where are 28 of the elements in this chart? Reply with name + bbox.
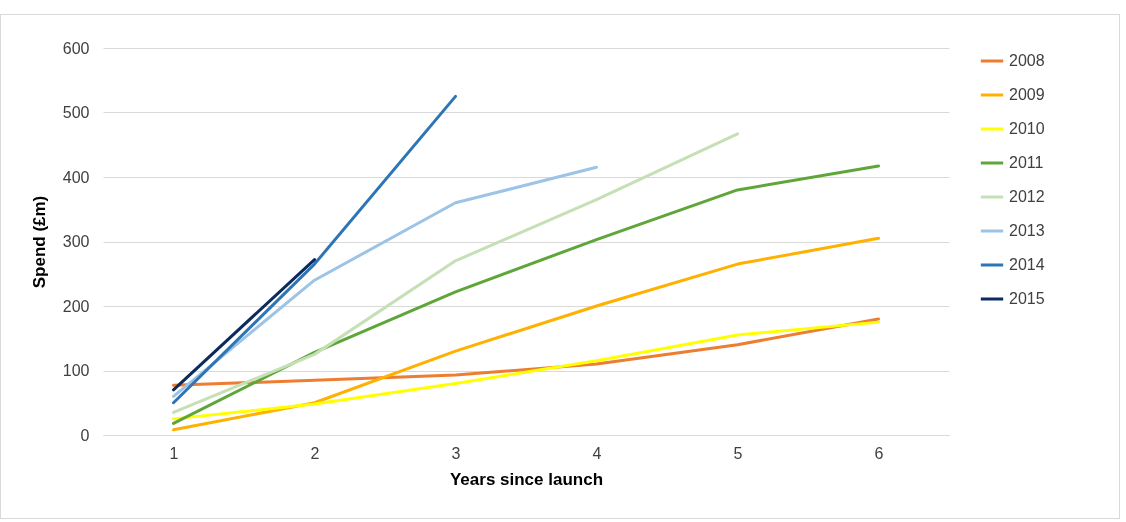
legend-label: 2013 <box>1009 222 1045 239</box>
legend-label: 2012 <box>1009 188 1045 205</box>
line-series <box>172 164 880 425</box>
x-tick-label: 3 <box>451 444 461 462</box>
legend-label: 2011 <box>1009 154 1044 171</box>
line-series <box>172 320 880 421</box>
x-tick-label: 1 <box>169 444 179 462</box>
legend-label: 2009 <box>1009 86 1045 103</box>
x-tick-label: 2 <box>310 444 320 462</box>
y-tick-label: 100 <box>62 362 90 379</box>
line-series <box>172 165 598 398</box>
x-tick-label: 5 <box>733 444 743 462</box>
y-axis-title: Spend (£m) <box>29 195 49 289</box>
y-tick-label: 200 <box>62 297 90 315</box>
legend-label: 2010 <box>1009 120 1045 137</box>
legend-label: 2014 <box>1009 256 1045 273</box>
line-series <box>172 132 739 414</box>
y-tick-label: 0 <box>80 426 90 444</box>
x-tick-label: 4 <box>592 444 602 462</box>
line-series <box>172 236 880 432</box>
y-tick-label: 400 <box>62 168 90 186</box>
y-tick-label: 500 <box>62 104 90 121</box>
y-tick-label: 300 <box>62 233 90 250</box>
x-axis-title: Years since launch <box>449 469 604 489</box>
legend-label: 2015 <box>1009 290 1045 307</box>
y-tick-label: 600 <box>62 39 90 57</box>
legend-label: 2008 <box>1009 52 1045 69</box>
x-tick-label: 6 <box>874 444 884 462</box>
